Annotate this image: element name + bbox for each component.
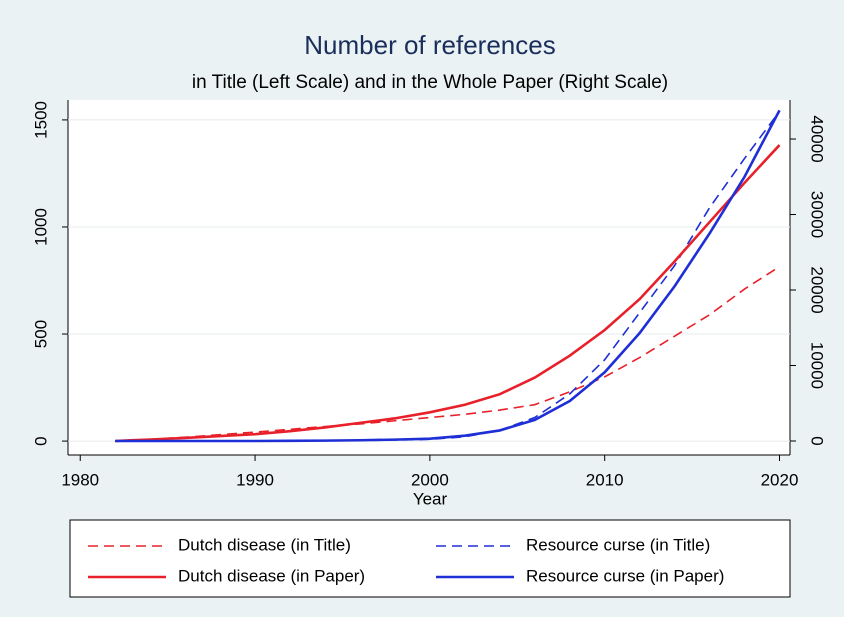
y-tick-label: 1500	[31, 101, 50, 139]
legend-label: Dutch disease (in Paper)	[178, 566, 365, 585]
x-tick-label: 1980	[61, 470, 99, 489]
y-tick-label: 500	[31, 320, 50, 348]
plot-area	[68, 100, 790, 455]
chart-subtitle: in Title (Left Scale) and in the Whole P…	[192, 72, 668, 93]
legend-label: Resource curse (in Title)	[526, 535, 710, 554]
x-tick-label: 2020	[761, 470, 799, 489]
x-tick-label: 2010	[586, 470, 624, 489]
y2-tick-label: 20000	[808, 266, 827, 313]
y2-tick-label: 10000	[808, 342, 827, 389]
legend-label: Resource curse (in Paper)	[526, 566, 724, 585]
legend-label: Dutch disease (in Title)	[178, 535, 351, 554]
line-series	[115, 144, 781, 443]
x-axis-title: Year	[413, 489, 448, 508]
y-tick-label: 1000	[31, 208, 50, 246]
x-tick-label: 2000	[411, 470, 449, 489]
y2-tick-label: 30000	[808, 191, 827, 238]
x-tick-label: 1990	[236, 470, 274, 489]
y2-tick-label: 0	[808, 436, 827, 445]
chart-title: Number of references	[304, 30, 555, 60]
line-series	[115, 109, 781, 443]
legend	[69, 519, 791, 598]
y-tick-label: 0	[31, 436, 50, 445]
y2-tick-label: 40000	[808, 115, 827, 162]
